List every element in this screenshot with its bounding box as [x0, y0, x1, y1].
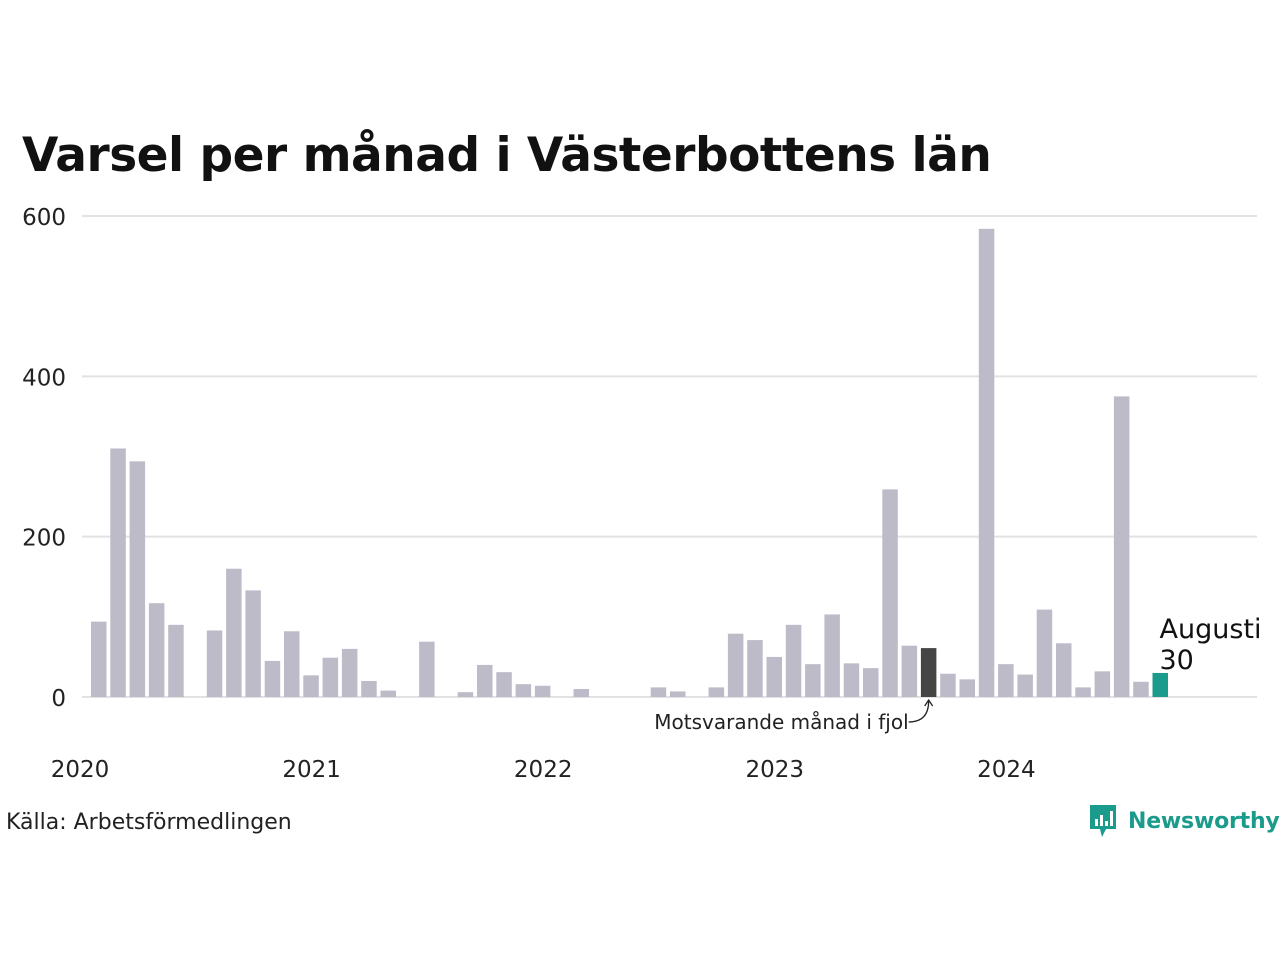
- y-tick-label: 400: [22, 365, 66, 391]
- bar: [1113, 396, 1130, 697]
- bar: [1056, 643, 1072, 697]
- bar: [863, 668, 879, 697]
- bar-chart: 0 200 400 600 2020 2021 2022 2023 2024 Motsvarand…: [22, 205, 1262, 783]
- bar: [515, 684, 532, 697]
- bar: [727, 633, 744, 697]
- bar: [650, 687, 667, 697]
- bar: [708, 687, 725, 697]
- bar: [477, 664, 493, 697]
- bar: [91, 621, 107, 697]
- bar: [1036, 609, 1053, 697]
- annotation-arrowhead: [924, 698, 934, 707]
- x-tick-label: 2020: [51, 757, 110, 783]
- current-month-label: Augusti: [1160, 614, 1262, 645]
- y-tick-label: 600: [22, 205, 66, 231]
- bar: [959, 679, 975, 697]
- annotation-arrow: [908, 700, 930, 723]
- x-tick-label: 2021: [282, 757, 341, 783]
- bar: [341, 648, 358, 697]
- bar: [901, 645, 918, 697]
- bar: [534, 685, 551, 697]
- bar: [226, 568, 242, 697]
- bar: [110, 448, 126, 697]
- chart-title: Varsel per månad i Västerbottens län: [22, 128, 992, 183]
- x-tick-label: 2022: [514, 757, 573, 783]
- bar: [264, 660, 281, 697]
- previous-year-annotation: Motsvarande månad i fjol: [654, 710, 908, 734]
- bar: [245, 590, 261, 697]
- bar: [882, 489, 898, 697]
- current-month-value: 30: [1160, 645, 1194, 676]
- bar: [1133, 681, 1149, 697]
- newsworthy-logo-icon: [1090, 805, 1116, 837]
- bar: [1017, 674, 1033, 697]
- y-tick-label: 200: [22, 526, 66, 552]
- bar: [1152, 672, 1168, 697]
- bar: [998, 664, 1014, 697]
- bar: [496, 672, 512, 697]
- bar: [303, 675, 319, 697]
- logo-text: Newsworthy: [1128, 808, 1280, 834]
- bar: [940, 673, 956, 697]
- bar: [148, 603, 165, 697]
- bar: [1075, 687, 1091, 697]
- y-tick-label: 0: [51, 686, 66, 712]
- bar: [978, 228, 995, 697]
- x-tick-label: 2023: [746, 757, 805, 783]
- source-note: Källa: Arbetsförmedlingen: [6, 810, 292, 835]
- bar: [805, 664, 821, 697]
- bar: [129, 461, 146, 697]
- bar: [843, 663, 860, 697]
- bar: [766, 656, 782, 697]
- bar: [573, 688, 589, 697]
- bar: [361, 680, 377, 697]
- bar: [419, 641, 435, 697]
- newsworthy-logo: Newsworthy: [1088, 803, 1280, 839]
- x-tick-label: 2024: [977, 757, 1036, 783]
- bar: [747, 640, 763, 697]
- bar: [206, 630, 223, 697]
- bar: [168, 624, 184, 697]
- bar: [785, 624, 802, 697]
- bar: [920, 648, 937, 697]
- bar: [380, 690, 396, 697]
- bar: [457, 692, 474, 697]
- bar: [670, 691, 686, 697]
- bar: [824, 614, 840, 697]
- bar: [322, 657, 339, 697]
- bar: [284, 631, 300, 697]
- bar: [1094, 671, 1111, 697]
